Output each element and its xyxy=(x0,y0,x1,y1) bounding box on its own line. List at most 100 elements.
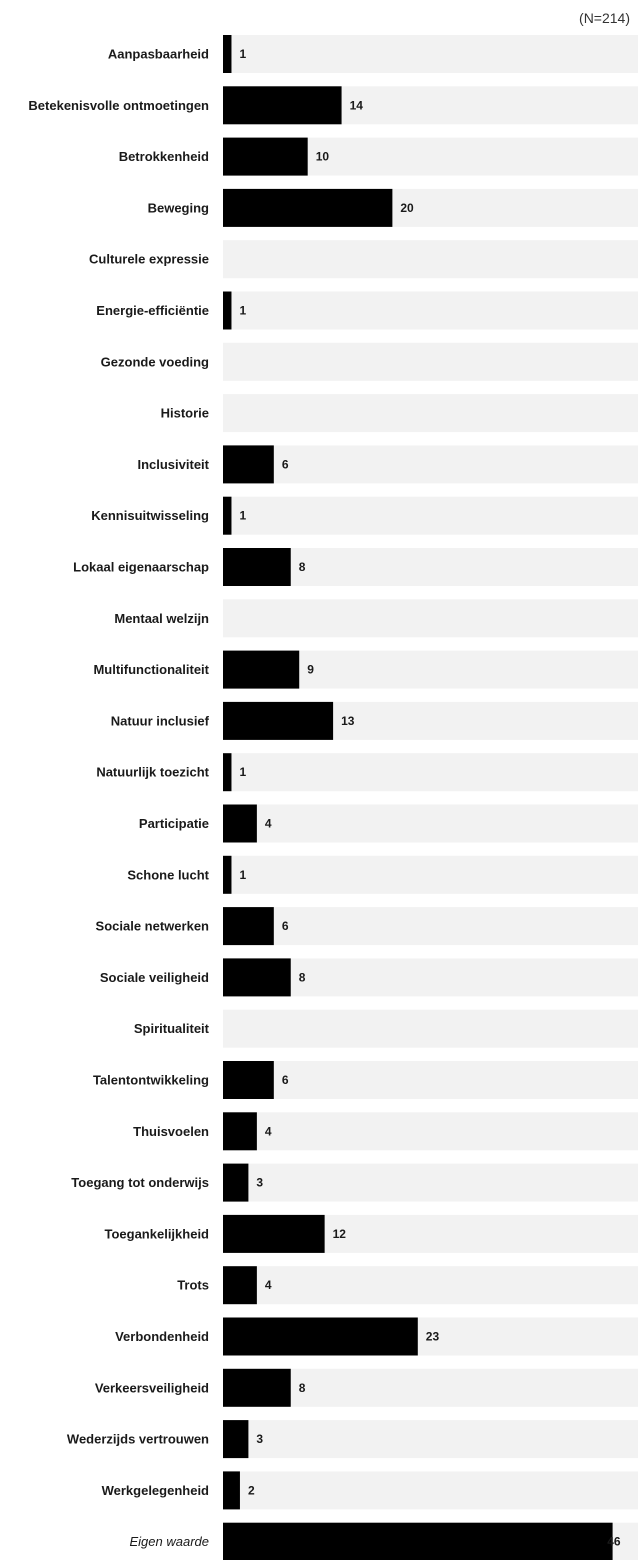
bar-verbondenheid xyxy=(223,1317,418,1356)
row-track-talentontwikkeling xyxy=(223,1061,638,1099)
category-label-sociale-netwerken: Sociale netwerken xyxy=(96,919,209,934)
bar-kennisuitwisseling xyxy=(223,496,232,535)
category-label-natuurlijk-toezicht: Natuurlijk toezicht xyxy=(96,765,209,780)
value-label-wederzijds-vertrouwen: 3 xyxy=(256,1432,263,1446)
row-track-kennisuitwisseling xyxy=(223,496,638,535)
bar-beweging xyxy=(223,188,393,227)
category-label-verbondenheid: Verbondenheid xyxy=(115,1329,209,1344)
category-label-gezonde-voeding: Gezonde voeding xyxy=(101,354,209,369)
chart-rows: Aanpasbaarheid 1 Betekenisvolle ontmoeting… xyxy=(28,35,638,1560)
bar-toegankelijkheid xyxy=(223,1214,325,1253)
value-label-betrokkenheid: 10 xyxy=(316,150,330,164)
value-label-thuisvoelen: 4 xyxy=(265,1124,272,1138)
value-label-betekenisvolle-ontmoetingen: 14 xyxy=(350,98,364,112)
value-label-toegankelijkheid: 12 xyxy=(333,1227,347,1241)
row-track-participatie xyxy=(223,804,638,843)
category-label-historie: Historie xyxy=(161,406,209,421)
category-label-schone-lucht: Schone lucht xyxy=(127,867,209,882)
category-label-werkgelegenheid: Werkgelegenheid xyxy=(102,1483,209,1498)
bar-schone-lucht xyxy=(223,855,232,894)
category-label-toegang-tot-onderwijs: Toegang tot onderwijs xyxy=(71,1175,209,1190)
bar-sociale-veiligheid xyxy=(223,958,291,997)
value-label-energie-efficientie: 1 xyxy=(239,304,246,318)
bar-werkgelegenheid xyxy=(223,1471,240,1510)
row-track-werkgelegenheid xyxy=(223,1471,638,1510)
bar-natuurlijk-toezicht xyxy=(223,753,232,792)
row-track-lokaal-eigenaarschap xyxy=(223,548,638,586)
value-label-aanpasbaarheid: 1 xyxy=(239,47,246,61)
row-track-energie-efficientie xyxy=(223,291,638,330)
row-track-trots xyxy=(223,1266,638,1305)
value-label-talentontwikkeling: 6 xyxy=(282,1073,289,1087)
category-label-natuur-inclusief: Natuur inclusief xyxy=(111,713,210,728)
category-label-multifunctionaliteit: Multifunctionaliteit xyxy=(93,662,209,677)
value-label-toegang-tot-onderwijs: 3 xyxy=(256,1176,263,1190)
row-track-aanpasbaarheid xyxy=(223,35,638,73)
sample-size-note: (N=214) xyxy=(579,10,630,26)
value-label-schone-lucht: 1 xyxy=(239,868,246,882)
category-label-mentaal-welzijn: Mentaal welzijn xyxy=(114,611,209,626)
row-track-thuisvoelen xyxy=(223,1112,638,1151)
bar-inclusiviteit xyxy=(223,445,274,484)
row-track-inclusiviteit xyxy=(223,445,638,484)
bar-verkeersveiligheid xyxy=(223,1368,291,1407)
value-label-natuurlijk-toezicht: 1 xyxy=(239,765,246,779)
bar-lokaal-eigenaarschap xyxy=(223,548,291,586)
bar-toegang-tot-onderwijs xyxy=(223,1163,249,1202)
category-label-culturele-expressie: Culturele expressie xyxy=(89,252,209,267)
bar-thuisvoelen xyxy=(223,1112,257,1151)
category-label-eigen-waarde: Eigen waarde xyxy=(130,1534,210,1549)
category-label-sociale-veiligheid: Sociale veiligheid xyxy=(100,970,209,985)
value-label-kennisuitwisseling: 1 xyxy=(239,509,246,523)
value-label-natuur-inclusief: 13 xyxy=(341,714,355,728)
bar-aanpasbaarheid xyxy=(223,35,232,73)
category-label-participatie: Participatie xyxy=(139,816,209,831)
bar-wederzijds-vertrouwen xyxy=(223,1420,249,1459)
category-label-betrokkenheid: Betrokkenheid xyxy=(119,149,209,164)
category-label-trots: Trots xyxy=(177,1278,209,1293)
value-label-eigen-waarde: 46 xyxy=(607,1535,621,1549)
row-track-schone-lucht xyxy=(223,855,638,894)
row-track-natuurlijk-toezicht xyxy=(223,753,638,792)
bar-betrokkenheid xyxy=(223,137,308,176)
row-track-verkeersveiligheid xyxy=(223,1368,638,1407)
bar-eigen-waarde xyxy=(223,1522,613,1560)
row-track-wederzijds-vertrouwen xyxy=(223,1420,638,1459)
value-label-verbondenheid: 23 xyxy=(426,1330,440,1344)
value-label-lokaal-eigenaarschap: 8 xyxy=(299,560,306,574)
bar-multifunctionaliteit xyxy=(223,650,300,689)
value-label-inclusiviteit: 6 xyxy=(282,457,289,471)
value-label-beweging: 20 xyxy=(400,201,414,215)
bar-natuur-inclusief xyxy=(223,701,334,740)
category-label-wederzijds-vertrouwen: Wederzijds vertrouwen xyxy=(67,1432,209,1447)
bar-sociale-netwerken xyxy=(223,907,274,946)
bar-betekenisvolle-ontmoetingen xyxy=(223,86,342,125)
row-track-gezonde-voeding xyxy=(223,342,638,381)
value-label-participatie: 4 xyxy=(265,817,272,831)
row-track-historie xyxy=(223,394,638,433)
value-label-sociale-veiligheid: 8 xyxy=(299,970,306,984)
category-label-kennisuitwisseling: Kennisuitwisseling xyxy=(91,508,209,523)
category-label-toegankelijkheid: Toegankelijkheid xyxy=(104,1226,209,1241)
category-label-verkeersveiligheid: Verkeersveiligheid xyxy=(95,1380,209,1395)
value-label-trots: 4 xyxy=(265,1278,272,1292)
value-label-verkeersveiligheid: 8 xyxy=(299,1381,306,1395)
category-label-betekenisvolle-ontmoetingen: Betekenisvolle ontmoetingen xyxy=(28,98,209,113)
category-label-talentontwikkeling: Talentontwikkeling xyxy=(93,1073,209,1088)
value-label-sociale-netwerken: 6 xyxy=(282,919,289,933)
bar-energie-efficientie xyxy=(223,291,232,330)
category-label-inclusiviteit: Inclusiviteit xyxy=(137,457,209,472)
bar-trots xyxy=(223,1266,257,1305)
row-track-mentaal-welzijn xyxy=(223,599,638,638)
category-label-energie-efficientie: Energie-efficiëntie xyxy=(96,303,209,318)
row-track-toegang-tot-onderwijs xyxy=(223,1163,638,1202)
bar-talentontwikkeling xyxy=(223,1061,274,1099)
row-track-spiritualiteit xyxy=(223,1009,638,1048)
category-label-beweging: Beweging xyxy=(148,200,209,215)
row-track-sociale-veiligheid xyxy=(223,958,638,997)
value-label-werkgelegenheid: 2 xyxy=(248,1483,255,1497)
value-label-multifunctionaliteit: 9 xyxy=(307,663,314,677)
row-track-sociale-netwerken xyxy=(223,907,638,946)
category-label-thuisvoelen: Thuisvoelen xyxy=(133,1124,209,1139)
